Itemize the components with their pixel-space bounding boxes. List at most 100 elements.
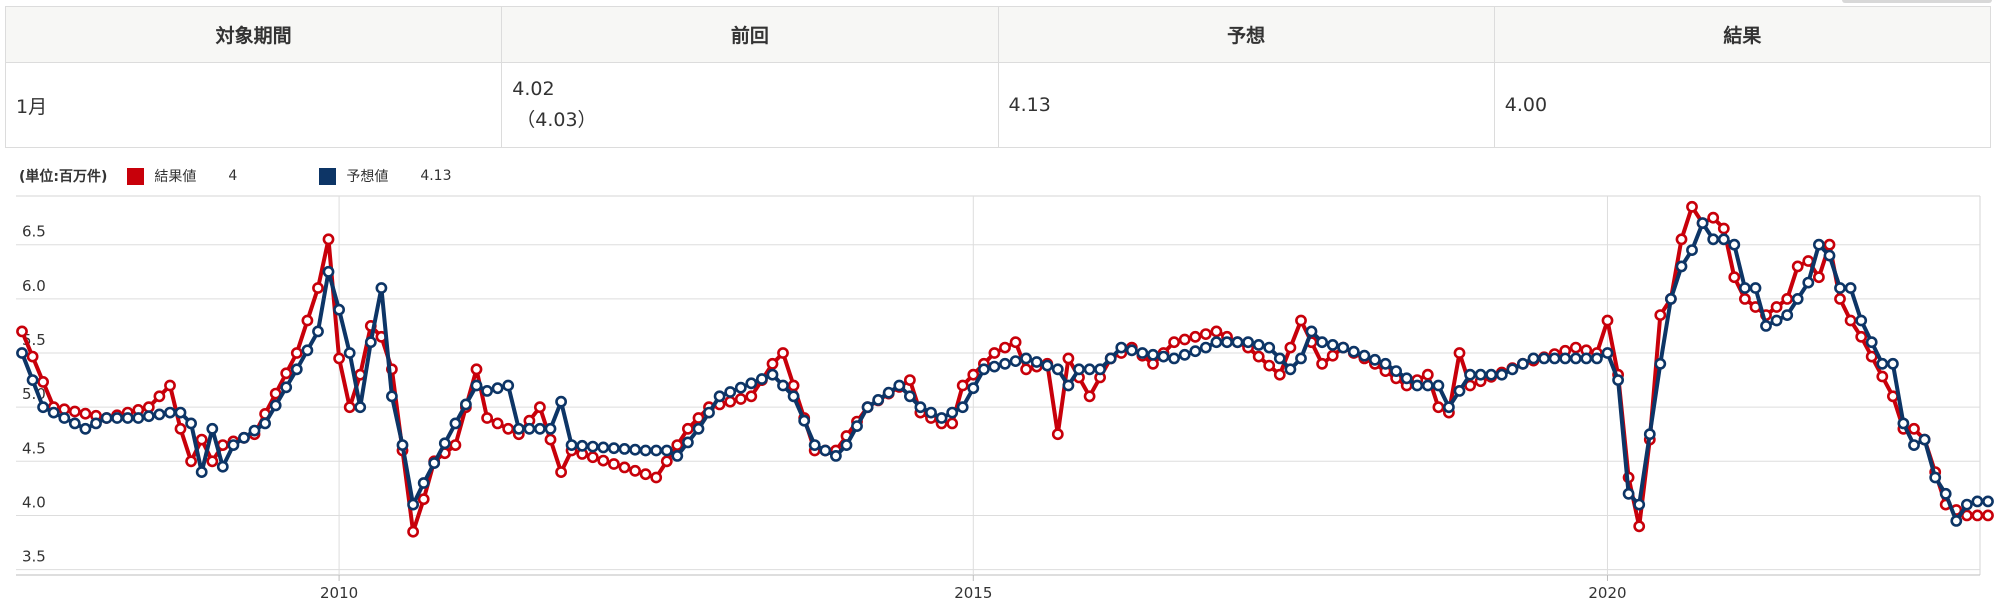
data-point-forecast[interactable] (808, 439, 821, 451)
data-point-forecast[interactable] (1580, 352, 1593, 365)
data-point-result[interactable] (650, 471, 663, 484)
data-point-forecast[interactable] (90, 417, 102, 430)
data-point-result[interactable] (724, 395, 737, 408)
data-point-result[interactable] (734, 393, 747, 405)
data-point-forecast[interactable] (999, 357, 1011, 370)
data-point-forecast[interactable] (692, 422, 705, 435)
data-point-forecast[interactable] (1221, 336, 1233, 349)
data-point-result[interactable] (1189, 330, 1202, 343)
data-point-result[interactable] (1739, 292, 1751, 305)
data-point-result[interactable] (1178, 333, 1191, 346)
data-point-forecast[interactable] (798, 414, 811, 427)
data-point-result[interactable] (1020, 363, 1032, 376)
data-point-forecast[interactable] (449, 417, 462, 430)
data-point-forecast[interactable] (1739, 282, 1751, 294)
data-point-result[interactable] (671, 439, 684, 451)
data-point-result[interactable] (280, 367, 293, 380)
data-point-forecast[interactable] (185, 417, 197, 430)
data-point-forecast[interactable] (1178, 348, 1191, 361)
data-point-result[interactable] (1453, 347, 1466, 359)
data-point-forecast[interactable] (1369, 353, 1381, 366)
data-point-forecast[interactable] (555, 395, 567, 408)
data-point-forecast[interactable] (481, 384, 493, 397)
data-point-result[interactable] (1633, 520, 1646, 533)
data-point-forecast[interactable] (1337, 341, 1350, 354)
data-point-result[interactable] (174, 422, 187, 435)
data-point-forecast[interactable] (1770, 314, 1783, 327)
data-point-result[interactable] (1908, 422, 1920, 435)
data-point-result[interactable] (618, 461, 631, 474)
data-point-forecast[interactable] (1379, 357, 1392, 370)
data-point-result[interactable] (597, 454, 610, 467)
data-point-result[interactable] (1263, 359, 1276, 372)
data-point-result[interactable] (1717, 222, 1730, 235)
data-point-forecast[interactable] (1136, 347, 1149, 359)
data-point-forecast[interactable] (840, 439, 853, 451)
data-point-forecast[interactable] (787, 390, 800, 403)
data-point-forecast[interactable] (216, 460, 229, 473)
data-point-forecast[interactable] (819, 444, 832, 457)
data-point-forecast[interactable] (1390, 365, 1402, 377)
data-point-forecast[interactable] (576, 439, 589, 452)
data-point-forecast[interactable] (1242, 336, 1254, 349)
data-point-forecast[interactable] (438, 437, 451, 450)
data-point-forecast[interactable] (195, 466, 208, 478)
data-point-forecast[interactable] (1717, 233, 1730, 246)
data-point-forecast[interactable] (68, 417, 81, 430)
data-point-result[interactable] (37, 375, 49, 388)
data-point-result[interactable] (1855, 330, 1868, 343)
data-point-forecast[interactable] (290, 363, 303, 376)
data-point-result[interactable] (195, 433, 208, 446)
data-point-forecast[interactable] (1622, 487, 1635, 500)
data-point-forecast[interactable] (1083, 363, 1096, 376)
data-point-forecast[interactable] (1495, 368, 1508, 381)
data-point-result[interactable] (777, 347, 789, 359)
data-point-result[interactable] (682, 422, 694, 435)
data-point-forecast[interactable] (407, 498, 419, 511)
data-point-forecast[interactable] (586, 440, 599, 453)
data-point-forecast[interactable] (1295, 352, 1307, 365)
data-point-forecast[interactable] (967, 382, 980, 395)
data-point-forecast[interactable] (58, 412, 71, 424)
data-point-forecast[interactable] (650, 444, 663, 457)
data-point-forecast[interactable] (1971, 495, 1984, 508)
data-point-result[interactable] (692, 412, 705, 424)
data-point-forecast[interactable] (830, 449, 842, 462)
data-point-forecast[interactable] (238, 431, 250, 444)
data-point-result[interactable] (185, 455, 197, 468)
data-point-forecast[interactable] (1950, 515, 1963, 527)
data-point-forecast[interactable] (1432, 379, 1445, 392)
data-point-forecast[interactable] (428, 457, 441, 469)
data-point-result[interactable] (206, 455, 219, 468)
data-point-forecast[interactable] (1802, 276, 1815, 289)
data-point-result[interactable] (1675, 233, 1688, 246)
data-point-forecast[interactable] (756, 373, 768, 385)
data-point-forecast[interactable] (1453, 384, 1466, 397)
data-point-forecast[interactable] (37, 401, 49, 414)
data-point-forecast[interactable] (1094, 363, 1106, 376)
data-point-forecast[interactable] (343, 347, 356, 359)
data-point-result[interactable] (1464, 379, 1476, 392)
data-point-forecast[interactable] (1728, 238, 1741, 251)
data-point-result[interactable] (1273, 368, 1286, 381)
data-point-result[interactable] (1569, 341, 1582, 354)
data-point-forecast[interactable] (1781, 309, 1794, 321)
data-point-result[interactable] (1865, 350, 1878, 363)
data-point-forecast[interactable] (227, 439, 240, 451)
data-point-forecast[interactable] (1918, 433, 1931, 446)
data-point-result[interactable] (502, 422, 515, 435)
data-point-forecast[interactable] (491, 382, 504, 395)
data-point-forecast[interactable] (1443, 401, 1455, 414)
data-point-result[interactable] (1062, 352, 1075, 365)
data-point-forecast[interactable] (1347, 345, 1360, 358)
data-point-result[interactable] (534, 401, 546, 414)
data-point-forecast[interactable] (565, 439, 578, 451)
data-point-result[interactable] (1326, 349, 1339, 362)
data-point-forecast[interactable] (1263, 341, 1276, 354)
data-point-forecast[interactable] (1125, 344, 1138, 357)
data-point-result[interactable] (491, 417, 504, 430)
data-point-forecast[interactable] (1791, 292, 1804, 305)
data-point-forecast[interactable] (375, 282, 388, 294)
data-point-result[interactable] (544, 433, 557, 446)
data-point-result[interactable] (1601, 314, 1614, 327)
